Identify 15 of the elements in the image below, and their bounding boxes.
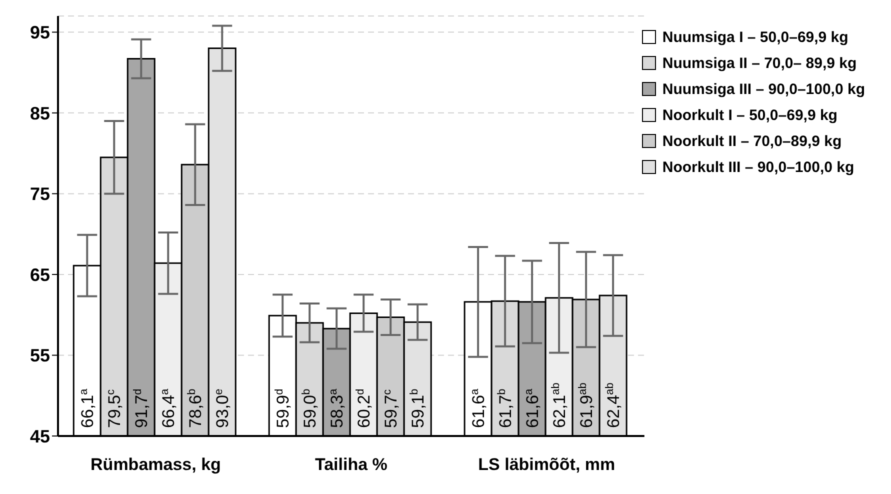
y-tick-label: 65 <box>30 264 50 285</box>
legend-label: Noorkult II – 70,0–89,9 kg <box>662 132 842 150</box>
legend-label: Nuumsiga I – 50,0–69,9 kg <box>662 28 848 46</box>
legend-label: Nuumsiga II – 70,0– 89,9 kg <box>662 54 857 72</box>
y-tick-label: 55 <box>30 346 50 366</box>
y-tick-label: 85 <box>30 103 50 124</box>
legend-label: Noorkult I – 50,0–69,9 kg <box>662 106 838 124</box>
x-tick-label: Rümbamass, kg <box>90 455 221 474</box>
x-tick-label: LS läbimõõt, mm <box>478 455 616 474</box>
y-tick-label: 95 <box>30 22 50 43</box>
y-tick-label: 45 <box>30 426 50 446</box>
legend-label: Nuumsiga III – 90,0–100,0 kg <box>662 80 865 98</box>
y-tick-label: 75 <box>30 184 50 204</box>
legend-label: Noorkult III – 90,0–100,0 kg <box>662 158 854 176</box>
x-tick-label: Tailiha % <box>314 455 388 474</box>
